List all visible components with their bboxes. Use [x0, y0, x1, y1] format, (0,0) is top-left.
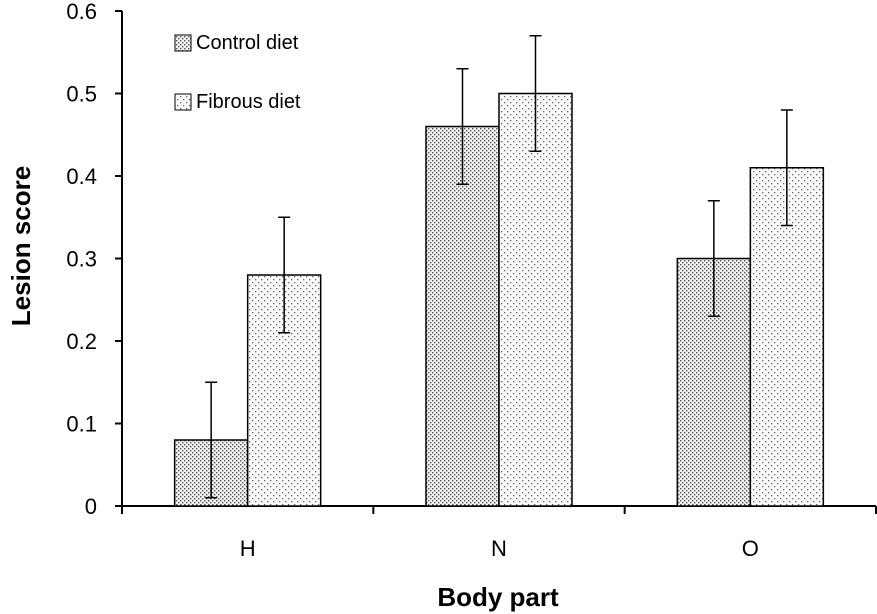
plot-area: 0 0.1 0.2 0.3 0.4 0.5 0.6 H N O Control diet Fibrou…: [66, 0, 877, 561]
y-tick-label: 0.2: [66, 329, 97, 354]
x-tick-label: H: [240, 536, 256, 561]
x-tick-label: N: [491, 536, 507, 561]
y-tick-label: 0.5: [66, 82, 97, 107]
legend-label: Control diet: [196, 32, 299, 54]
y-tick-label: 0.4: [66, 164, 97, 189]
legend-swatch: [174, 34, 192, 52]
y-tick-label: 0.3: [66, 247, 97, 272]
legend-label: Fibrous diet: [196, 91, 301, 113]
y-tick-label: 0.1: [66, 412, 97, 437]
legend-swatch: [174, 93, 192, 111]
bar: [498, 92, 573, 507]
x-tick-label: O: [742, 536, 759, 561]
y-tick-label: 0: [85, 494, 97, 519]
bar: [425, 125, 500, 507]
y-tick-label: 0.6: [66, 0, 97, 24]
x-axis-title: Body part: [437, 582, 559, 612]
y-axis-title: Lesion score: [6, 166, 36, 326]
